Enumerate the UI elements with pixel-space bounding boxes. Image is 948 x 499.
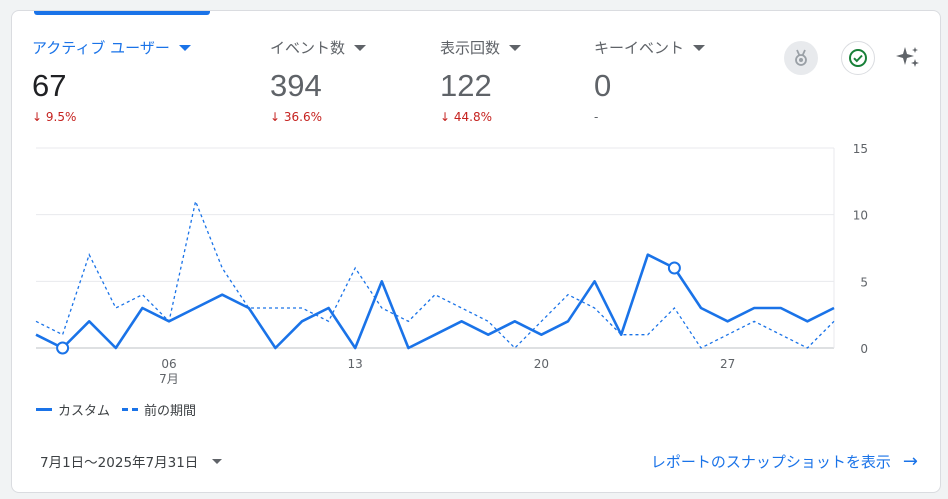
date-range-selector[interactable]: 7月1日～2025年7月31日 — [40, 451, 223, 471]
arrow-down-icon: ↓ — [270, 110, 281, 124]
legend-dashed-swatch — [122, 408, 139, 411]
date-range-label: 7月1日～2025年7月31日 — [40, 455, 199, 471]
metric-change: ↓ 44.8% — [440, 110, 493, 124]
metric-label: イベント数 — [270, 37, 367, 58]
x-month-label: 7月 — [159, 372, 179, 386]
x-tick-label: 06 — [161, 357, 176, 371]
check-circle-icon[interactable] — [841, 41, 875, 75]
legend-item-previous: 前の期間 — [122, 400, 196, 419]
y-tick-label: 10 — [853, 209, 868, 223]
legend-item-current: カスタム — [36, 400, 110, 419]
chevron-down-icon — [354, 44, 367, 51]
metric-tab-active-users[interactable]: アクティブ ユーザー 67 ↓ 9.5% — [32, 37, 191, 124]
chart-legend: カスタム 前の期間 — [36, 400, 208, 419]
arrow-down-icon: ↓ — [440, 110, 451, 124]
x-tick-label: 13 — [348, 357, 363, 371]
view-snapshot-link[interactable]: レポートのスナップショットを表示 → — [651, 451, 918, 472]
y-tick-label: 5 — [860, 275, 868, 289]
y-tick-label: 15 — [853, 142, 868, 156]
metric-tab-key-events[interactable]: キーイベント 0 - — [594, 37, 706, 124]
arrow-down-icon: ↓ — [32, 110, 43, 124]
metric-tab-views[interactable]: 表示回数 122 ↓ 44.8% — [440, 37, 522, 124]
chevron-down-icon — [509, 44, 522, 51]
metric-tab-event-count[interactable]: イベント数 394 ↓ 36.6% — [270, 37, 367, 124]
y-tick-label: 0 — [860, 342, 868, 356]
legend-solid-swatch — [36, 408, 52, 411]
medal-icon[interactable] — [784, 41, 818, 75]
metric-change: - — [594, 110, 599, 124]
metric-change: ↓ 9.5% — [32, 110, 77, 124]
data-point-marker — [667, 261, 681, 275]
series-line-custom — [35, 253, 835, 350]
chevron-down-icon — [178, 44, 191, 51]
series-line-previous-period — [35, 199, 835, 349]
arrow-right-icon: → — [902, 451, 918, 472]
metric-value: 394 — [270, 68, 322, 103]
x-tick-label: 27 — [720, 357, 735, 371]
metric-value: 67 — [32, 68, 67, 103]
metric-change: ↓ 36.6% — [270, 110, 323, 124]
x-tick-label: 20 — [534, 357, 549, 371]
sparkle-icon[interactable] — [891, 41, 925, 75]
metric-label: アクティブ ユーザー — [32, 37, 191, 58]
overview-card: アクティブ ユーザー 67 ↓ 9.5% イベント数 394 ↓ 36.6% 表… — [11, 10, 941, 493]
chevron-down-icon — [693, 44, 706, 51]
metric-label: キーイベント — [594, 37, 706, 58]
metric-value: 0 — [594, 68, 612, 103]
chevron-down-icon — [212, 458, 223, 464]
metric-value: 122 — [440, 68, 492, 103]
data-point-marker — [56, 341, 70, 355]
active-tab-indicator — [34, 11, 210, 15]
snapshot-link-label: レポートのスナップショットを表示 — [650, 453, 891, 471]
metric-label: 表示回数 — [440, 37, 522, 58]
